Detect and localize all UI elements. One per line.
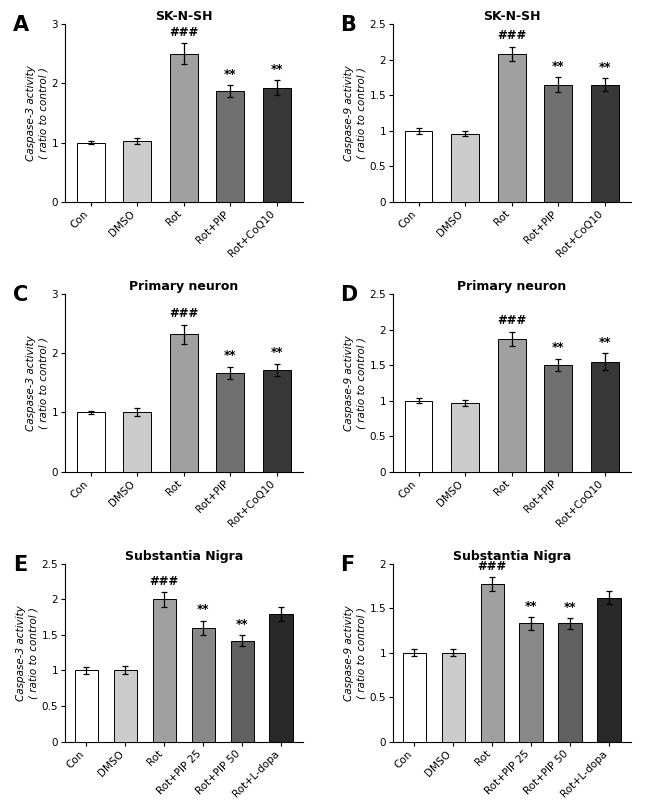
Text: **: ** — [564, 600, 577, 613]
Bar — [591, 362, 619, 472]
Bar — [498, 339, 526, 472]
Bar — [270, 613, 293, 742]
Text: A: A — [13, 15, 29, 35]
Bar — [404, 401, 432, 472]
Bar — [451, 403, 479, 472]
Title: SK-N-SH: SK-N-SH — [155, 10, 213, 23]
Text: **: ** — [236, 617, 248, 630]
Title: Substantia Nigra: Substantia Nigra — [452, 550, 571, 563]
Text: E: E — [13, 555, 27, 575]
Bar — [441, 653, 465, 742]
Title: Primary neuron: Primary neuron — [457, 280, 566, 293]
Text: ###: ### — [169, 26, 198, 39]
Title: Substantia Nigra: Substantia Nigra — [125, 550, 243, 563]
Y-axis label: Caspase-3 activity
( ratio to control ): Caspase-3 activity ( ratio to control ) — [26, 335, 49, 430]
Bar — [124, 141, 151, 202]
Y-axis label: Caspase-9 activity
( ratio to control ): Caspase-9 activity ( ratio to control ) — [344, 335, 367, 430]
Text: ###: ### — [169, 307, 198, 321]
Bar — [216, 373, 244, 472]
Bar — [114, 670, 137, 742]
Text: ###: ### — [497, 30, 526, 43]
Bar — [77, 413, 105, 472]
Bar — [597, 598, 621, 742]
Bar — [451, 134, 479, 202]
Bar — [404, 131, 432, 202]
Bar — [263, 88, 291, 202]
Title: SK-N-SH: SK-N-SH — [483, 10, 540, 23]
Text: **: ** — [224, 350, 237, 363]
Text: ###: ### — [150, 575, 179, 588]
Text: F: F — [341, 555, 355, 575]
Bar — [402, 653, 426, 742]
Bar — [519, 624, 543, 742]
Bar — [544, 365, 572, 472]
Text: ###: ### — [478, 560, 507, 573]
Bar — [77, 143, 105, 202]
Text: D: D — [341, 285, 358, 305]
Y-axis label: Caspase-9 activity
( ratio to control ): Caspase-9 activity ( ratio to control ) — [344, 604, 367, 700]
Bar — [170, 334, 198, 472]
Text: **: ** — [271, 347, 283, 359]
Y-axis label: Caspase-3 activity
( ratio to control ): Caspase-3 activity ( ratio to control ) — [16, 604, 38, 700]
Bar — [544, 85, 572, 202]
Text: C: C — [13, 285, 28, 305]
Title: Primary neuron: Primary neuron — [129, 280, 239, 293]
Text: **: ** — [197, 604, 209, 617]
Bar — [558, 624, 582, 742]
Text: **: ** — [525, 600, 538, 613]
Y-axis label: Caspase-3 activity
( ratio to control ): Caspase-3 activity ( ratio to control ) — [26, 65, 49, 161]
Bar — [153, 600, 176, 742]
Y-axis label: Caspase-9 activity
( ratio to control ): Caspase-9 activity ( ratio to control ) — [344, 65, 367, 161]
Text: ###: ### — [497, 314, 526, 327]
Text: **: ** — [224, 68, 237, 81]
Bar — [498, 54, 526, 202]
Bar — [170, 54, 198, 202]
Text: **: ** — [552, 60, 565, 73]
Bar — [192, 628, 215, 742]
Bar — [75, 671, 98, 742]
Bar — [231, 641, 254, 742]
Text: **: ** — [271, 63, 283, 76]
Text: **: ** — [599, 335, 611, 348]
Text: **: ** — [599, 60, 611, 73]
Text: B: B — [341, 15, 356, 35]
Bar — [591, 85, 619, 202]
Bar — [216, 91, 244, 202]
Bar — [263, 370, 291, 472]
Text: **: ** — [552, 341, 565, 355]
Bar — [480, 584, 504, 742]
Bar — [124, 412, 151, 472]
